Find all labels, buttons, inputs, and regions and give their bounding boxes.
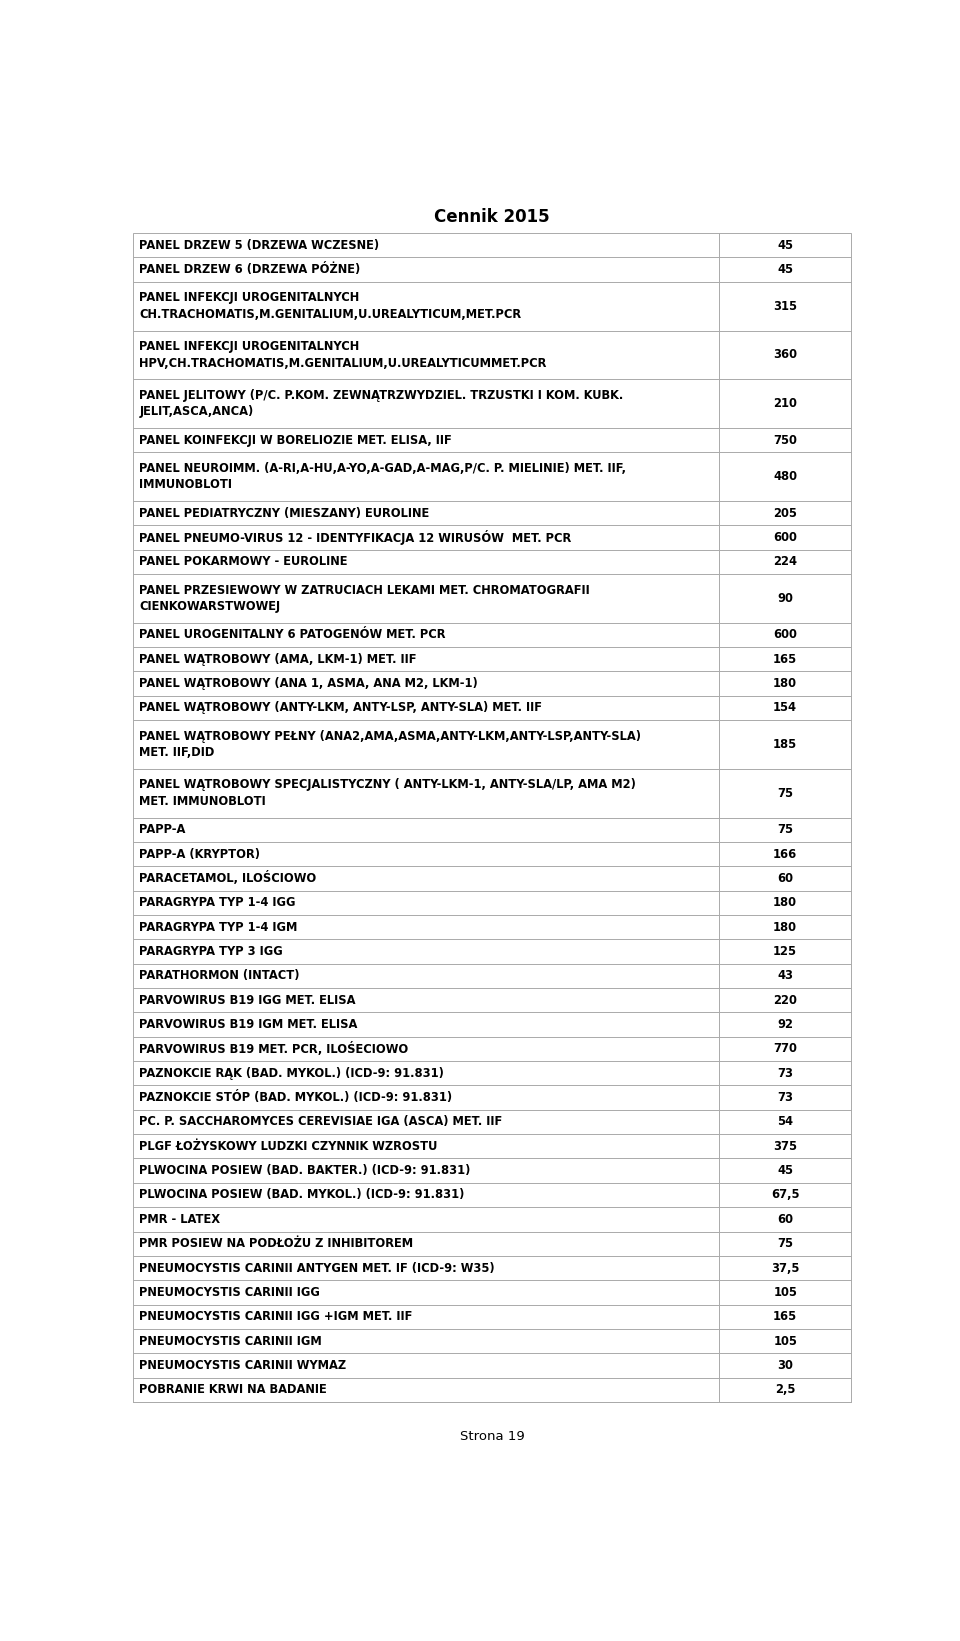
Text: 37,5: 37,5 xyxy=(771,1262,800,1275)
Text: PNEUMOCYSTIS CARINII ANTYGEN MET. IF (ICD-9: W35): PNEUMOCYSTIS CARINII ANTYGEN MET. IF (IC… xyxy=(139,1262,495,1275)
Text: PANEL WĄTROBOWY (AMA, LKM-1) MET. IIF: PANEL WĄTROBOWY (AMA, LKM-1) MET. IIF xyxy=(139,653,417,666)
Text: PARAGRYPA TYP 1-4 IGG: PARAGRYPA TYP 1-4 IGG xyxy=(139,896,296,909)
Text: PARVOWIRUS B19 IGM MET. ELISA: PARVOWIRUS B19 IGM MET. ELISA xyxy=(139,1017,358,1031)
Text: PANEL NEUROIMM. (A-RI,A-HU,A-YO,A-GAD,A-MAG,P/C. P. MIELINIE) MET. IIF,
IMMUNOBL: PANEL NEUROIMM. (A-RI,A-HU,A-YO,A-GAD,A-… xyxy=(139,461,626,491)
Text: PMR POSIEW NA PODŁOŻU Z INHIBITOREM: PMR POSIEW NA PODŁOŻU Z INHIBITOREM xyxy=(139,1237,414,1250)
Text: 60: 60 xyxy=(778,1213,793,1226)
Text: 205: 205 xyxy=(773,507,797,520)
Text: 770: 770 xyxy=(773,1042,797,1055)
Text: 45: 45 xyxy=(778,263,793,276)
Text: 2,5: 2,5 xyxy=(775,1383,795,1396)
Text: 43: 43 xyxy=(778,970,793,983)
Text: 105: 105 xyxy=(773,1287,797,1300)
Text: 75: 75 xyxy=(778,786,793,799)
Text: PANEL WĄTROBOWY (ANTY-LKM, ANTY-LSP, ANTY-SLA) MET. IIF: PANEL WĄTROBOWY (ANTY-LKM, ANTY-LSP, ANT… xyxy=(139,701,542,714)
Text: PARACETAMOL, ILOŚCIOWO: PARACETAMOL, ILOŚCIOWO xyxy=(139,871,317,886)
Text: 480: 480 xyxy=(773,469,797,482)
Text: PARVOWIRUS B19 MET. PCR, ILOŚECIOWO: PARVOWIRUS B19 MET. PCR, ILOŚECIOWO xyxy=(139,1042,409,1055)
Text: 54: 54 xyxy=(778,1116,793,1129)
Text: PLWOCINA POSIEW (BAD. BAKTER.) (ICD-9: 91.831): PLWOCINA POSIEW (BAD. BAKTER.) (ICD-9: 9… xyxy=(139,1163,470,1177)
Text: PANEL DRZEW 6 (DRZEWA PÓŻNE): PANEL DRZEW 6 (DRZEWA PÓŻNE) xyxy=(139,263,361,276)
Text: PANEL POKARMOWY - EUROLINE: PANEL POKARMOWY - EUROLINE xyxy=(139,555,348,568)
Text: 220: 220 xyxy=(773,994,797,1006)
Text: PANEL INFEKCJI UROGENITALNYCH
CH.TRACHOMATIS,M.GENITALIUM,U.UREALYTICUM,MET.PCR: PANEL INFEKCJI UROGENITALNYCH CH.TRACHOM… xyxy=(139,292,521,322)
Text: PLGF ŁOŻYSKOWY LUDZKI CZYNNIK WZROSTU: PLGF ŁOŻYSKOWY LUDZKI CZYNNIK WZROSTU xyxy=(139,1140,438,1152)
Text: PANEL PNEUMO-VIRUS 12 - IDENTYFIKACJA 12 WIRUSÓW  MET. PCR: PANEL PNEUMO-VIRUS 12 - IDENTYFIKACJA 12… xyxy=(139,530,571,545)
Text: 105: 105 xyxy=(773,1334,797,1347)
Text: 180: 180 xyxy=(773,921,797,934)
Text: PANEL WĄTROBOWY SPECJALISTYCZNY ( ANTY-LKM-1, ANTY-SLA/LP, AMA M2)
MET. IMMUNOBL: PANEL WĄTROBOWY SPECJALISTYCZNY ( ANTY-L… xyxy=(139,778,636,807)
Text: 750: 750 xyxy=(773,433,797,446)
Text: 600: 600 xyxy=(773,532,797,545)
Text: PLWOCINA POSIEW (BAD. MYKOL.) (ICD-9: 91.831): PLWOCINA POSIEW (BAD. MYKOL.) (ICD-9: 91… xyxy=(139,1188,465,1201)
Text: PANEL PEDIATRYCZNY (MIESZANY) EUROLINE: PANEL PEDIATRYCZNY (MIESZANY) EUROLINE xyxy=(139,507,430,520)
Text: 60: 60 xyxy=(778,871,793,884)
Text: PAZNOKCIE STÓP (BAD. MYKOL.) (ICD-9: 91.831): PAZNOKCIE STÓP (BAD. MYKOL.) (ICD-9: 91.… xyxy=(139,1091,452,1104)
Text: 600: 600 xyxy=(773,629,797,642)
Text: PAZNOKCIE RĄK (BAD. MYKOL.) (ICD-9: 91.831): PAZNOKCIE RĄK (BAD. MYKOL.) (ICD-9: 91.8… xyxy=(139,1067,444,1080)
Text: PANEL UROGENITALNY 6 PATOGENÓW MET. PCR: PANEL UROGENITALNY 6 PATOGENÓW MET. PCR xyxy=(139,629,445,642)
Text: 92: 92 xyxy=(778,1017,793,1031)
Text: 154: 154 xyxy=(773,701,797,714)
Text: 166: 166 xyxy=(773,847,798,860)
Text: PNEUMOCYSTIS CARINII IGG +IGM MET. IIF: PNEUMOCYSTIS CARINII IGG +IGM MET. IIF xyxy=(139,1310,413,1323)
Text: 375: 375 xyxy=(773,1140,797,1152)
Text: PANEL KOINFEKCJI W BORELIOZIE MET. ELISA, IIF: PANEL KOINFEKCJI W BORELIOZIE MET. ELISA… xyxy=(139,433,452,446)
Text: 360: 360 xyxy=(773,348,797,361)
Text: 45: 45 xyxy=(778,1163,793,1177)
Text: PANEL INFEKCJI UROGENITALNYCH
HPV,CH.TRACHOMATIS,M.GENITALIUM,U.UREALYTICUMMET.P: PANEL INFEKCJI UROGENITALNYCH HPV,CH.TRA… xyxy=(139,340,547,369)
Text: 75: 75 xyxy=(778,1237,793,1250)
Text: 67,5: 67,5 xyxy=(771,1188,800,1201)
Text: PAPP-A: PAPP-A xyxy=(139,824,185,837)
Text: PNEUMOCYSTIS CARINII IGG: PNEUMOCYSTIS CARINII IGG xyxy=(139,1287,321,1300)
Text: 165: 165 xyxy=(773,653,797,666)
Text: PANEL WĄTROBOWY (ANA 1, ASMA, ANA M2, LKM-1): PANEL WĄTROBOWY (ANA 1, ASMA, ANA M2, LK… xyxy=(139,678,478,691)
Text: PARAGRYPA TYP 3 IGG: PARAGRYPA TYP 3 IGG xyxy=(139,945,283,958)
Text: Cennik 2015: Cennik 2015 xyxy=(434,208,550,226)
Text: POBRANIE KRWI NA BADANIE: POBRANIE KRWI NA BADANIE xyxy=(139,1383,327,1396)
Text: PANEL JELITOWY (P/C. P.KOM. ZEWNĄTRZWYDZIEL. TRZUSTKI I KOM. KUBK.
JELIT,ASCA,AN: PANEL JELITOWY (P/C. P.KOM. ZEWNĄTRZWYDZ… xyxy=(139,389,624,418)
Text: 73: 73 xyxy=(778,1091,793,1104)
Text: PARATHORMON (INTACT): PARATHORMON (INTACT) xyxy=(139,970,300,983)
Text: PARVOWIRUS B19 IGG MET. ELISA: PARVOWIRUS B19 IGG MET. ELISA xyxy=(139,994,356,1006)
Text: 185: 185 xyxy=(773,738,797,752)
Text: 210: 210 xyxy=(773,397,797,410)
Text: 125: 125 xyxy=(773,945,797,958)
Text: 180: 180 xyxy=(773,678,797,691)
Text: 30: 30 xyxy=(778,1359,793,1372)
Text: PANEL WĄTROBOWY PEŁNY (ANA2,AMA,ASMA,ANTY-LKM,ANTY-LSP,ANTY-SLA)
MET. IIF,DID: PANEL WĄTROBOWY PEŁNY (ANA2,AMA,ASMA,ANT… xyxy=(139,730,641,760)
Text: Strona 19: Strona 19 xyxy=(460,1429,524,1442)
Text: 90: 90 xyxy=(778,592,793,606)
Text: PAPP-A (KRYPTOR): PAPP-A (KRYPTOR) xyxy=(139,847,260,860)
Text: 75: 75 xyxy=(778,824,793,837)
Text: PANEL DRZEW 5 (DRZEWA WCZESNE): PANEL DRZEW 5 (DRZEWA WCZESNE) xyxy=(139,240,379,251)
Text: PARAGRYPA TYP 1-4 IGM: PARAGRYPA TYP 1-4 IGM xyxy=(139,921,298,934)
Text: PNEUMOCYSTIS CARINII WYMAZ: PNEUMOCYSTIS CARINII WYMAZ xyxy=(139,1359,347,1372)
Text: 315: 315 xyxy=(773,300,797,313)
Text: PANEL PRZESIEWOWY W ZATRUCIACH LEKAMI MET. CHROMATOGRAFII
CIENKOWARSTWOWEJ: PANEL PRZESIEWOWY W ZATRUCIACH LEKAMI ME… xyxy=(139,584,590,614)
Text: PMR - LATEX: PMR - LATEX xyxy=(139,1213,221,1226)
Text: 73: 73 xyxy=(778,1067,793,1080)
Text: 224: 224 xyxy=(773,555,797,568)
Text: PNEUMOCYSTIS CARINII IGM: PNEUMOCYSTIS CARINII IGM xyxy=(139,1334,323,1347)
Text: 180: 180 xyxy=(773,896,797,909)
Text: 45: 45 xyxy=(778,240,793,251)
Text: PC. P. SACCHAROMYCES CEREVISIAE IGA (ASCA) MET. IIF: PC. P. SACCHAROMYCES CEREVISIAE IGA (ASC… xyxy=(139,1116,503,1129)
Text: 165: 165 xyxy=(773,1310,797,1323)
